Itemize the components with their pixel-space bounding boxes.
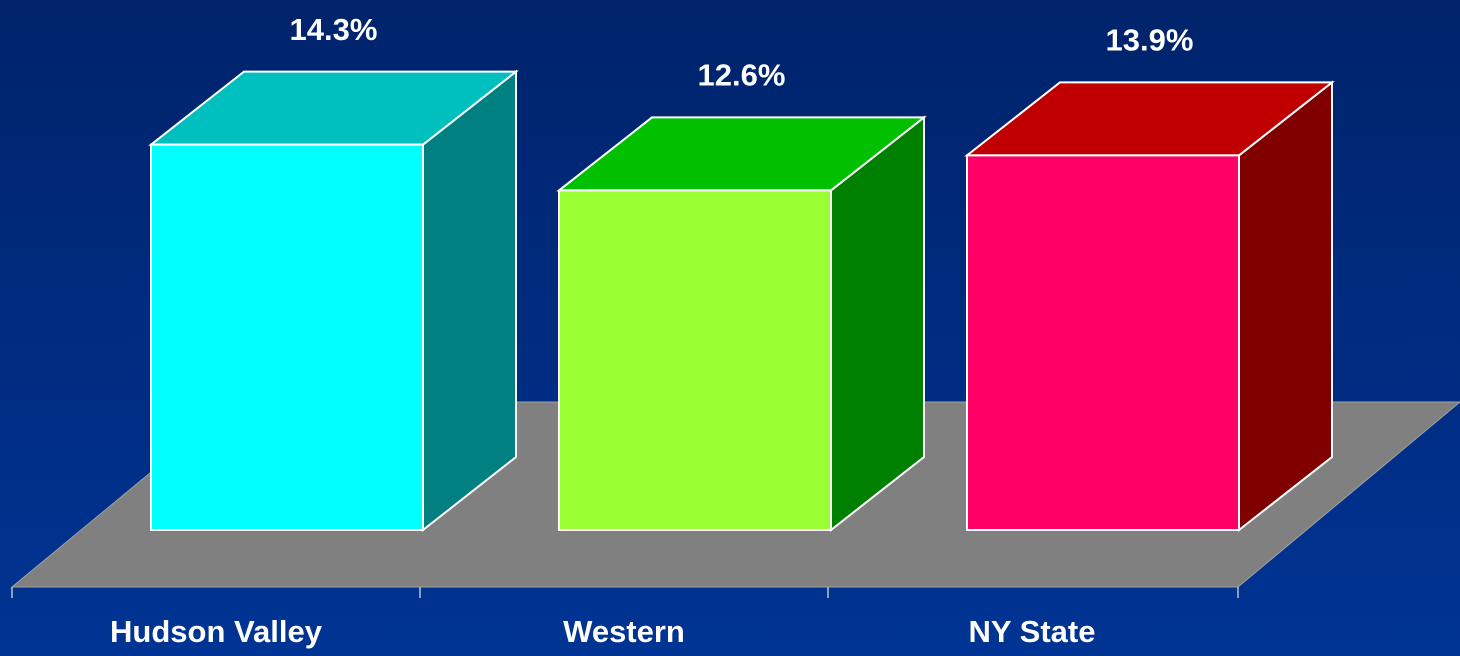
x-tick-label: Western bbox=[563, 614, 685, 649]
bar bbox=[150, 143, 424, 532]
category-separators bbox=[11, 587, 1239, 598]
bar-side bbox=[1238, 80, 1333, 533]
bar-side bbox=[422, 69, 517, 533]
x-tick-label: Hudson Valley bbox=[110, 614, 323, 649]
value-label: 13.9% bbox=[1106, 23, 1194, 58]
value-label: 12.6% bbox=[698, 58, 786, 93]
value-label: 14.3% bbox=[290, 12, 378, 47]
x-tick-label: NY State bbox=[969, 614, 1096, 649]
bar bbox=[558, 189, 832, 531]
bar bbox=[966, 154, 1240, 532]
